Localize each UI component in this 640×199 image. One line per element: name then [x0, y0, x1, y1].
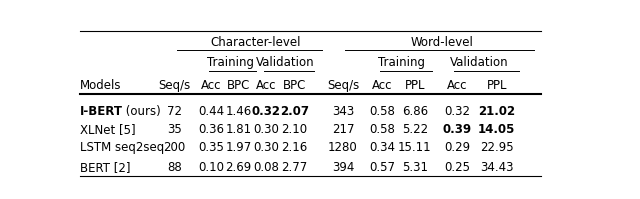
Text: Seq/s: Seq/s [327, 79, 359, 92]
Text: PPL: PPL [486, 79, 507, 92]
Text: BPC: BPC [283, 79, 306, 92]
Text: (ours): (ours) [122, 105, 161, 118]
Text: 0.08: 0.08 [253, 161, 279, 174]
Text: 200: 200 [163, 141, 186, 154]
Text: BPC: BPC [227, 79, 250, 92]
Text: 1.97: 1.97 [225, 141, 252, 154]
Text: 0.58: 0.58 [370, 123, 396, 136]
Text: 22.95: 22.95 [480, 141, 513, 154]
Text: Validation: Validation [450, 57, 509, 69]
Text: Seq/s: Seq/s [158, 79, 190, 92]
Text: 2.69: 2.69 [225, 161, 252, 174]
Text: 0.36: 0.36 [198, 123, 225, 136]
Text: 394: 394 [332, 161, 354, 174]
Text: 0.39: 0.39 [442, 123, 472, 136]
Text: 1.46: 1.46 [225, 105, 252, 118]
Text: 6.86: 6.86 [402, 105, 428, 118]
Text: Validation: Validation [256, 57, 314, 69]
Text: I-BERT: I-BERT [80, 105, 123, 118]
Text: 1.81: 1.81 [226, 123, 252, 136]
Text: BERT [2]: BERT [2] [80, 161, 131, 174]
Text: 0.32: 0.32 [252, 105, 280, 118]
Text: 72: 72 [167, 105, 182, 118]
Text: 2.16: 2.16 [281, 141, 307, 154]
Text: Acc: Acc [372, 79, 393, 92]
Text: 1280: 1280 [328, 141, 358, 154]
Text: Word-level: Word-level [411, 36, 474, 49]
Text: 34.43: 34.43 [480, 161, 513, 174]
Text: 35: 35 [167, 123, 182, 136]
Text: 0.30: 0.30 [253, 123, 279, 136]
Text: 21.02: 21.02 [478, 105, 515, 118]
Text: 343: 343 [332, 105, 354, 118]
Text: 0.34: 0.34 [369, 141, 396, 154]
Text: Acc: Acc [201, 79, 221, 92]
Text: 0.29: 0.29 [444, 141, 470, 154]
Text: 2.10: 2.10 [281, 123, 307, 136]
Text: 217: 217 [332, 123, 354, 136]
Text: LSTM seq2seq: LSTM seq2seq [80, 141, 164, 154]
Text: 0.44: 0.44 [198, 105, 225, 118]
Text: 5.22: 5.22 [402, 123, 428, 136]
Text: 0.25: 0.25 [444, 161, 470, 174]
Text: 0.10: 0.10 [198, 161, 225, 174]
Text: Character-level: Character-level [210, 36, 301, 49]
Text: 0.35: 0.35 [198, 141, 225, 154]
Text: 2.07: 2.07 [280, 105, 308, 118]
Text: PPL: PPL [404, 79, 425, 92]
Text: Training: Training [378, 57, 425, 69]
Text: Training: Training [207, 57, 253, 69]
Text: 0.58: 0.58 [370, 105, 396, 118]
Text: Acc: Acc [256, 79, 276, 92]
Text: 88: 88 [167, 161, 182, 174]
Text: 0.57: 0.57 [369, 161, 396, 174]
Text: 2.77: 2.77 [281, 161, 307, 174]
Text: XLNet [5]: XLNet [5] [80, 123, 136, 136]
Text: 14.05: 14.05 [478, 123, 515, 136]
Text: Models: Models [80, 79, 122, 92]
Text: Acc: Acc [447, 79, 467, 92]
Text: 0.32: 0.32 [444, 105, 470, 118]
Text: 15.11: 15.11 [398, 141, 431, 154]
Text: 0.30: 0.30 [253, 141, 279, 154]
Text: 5.31: 5.31 [402, 161, 428, 174]
